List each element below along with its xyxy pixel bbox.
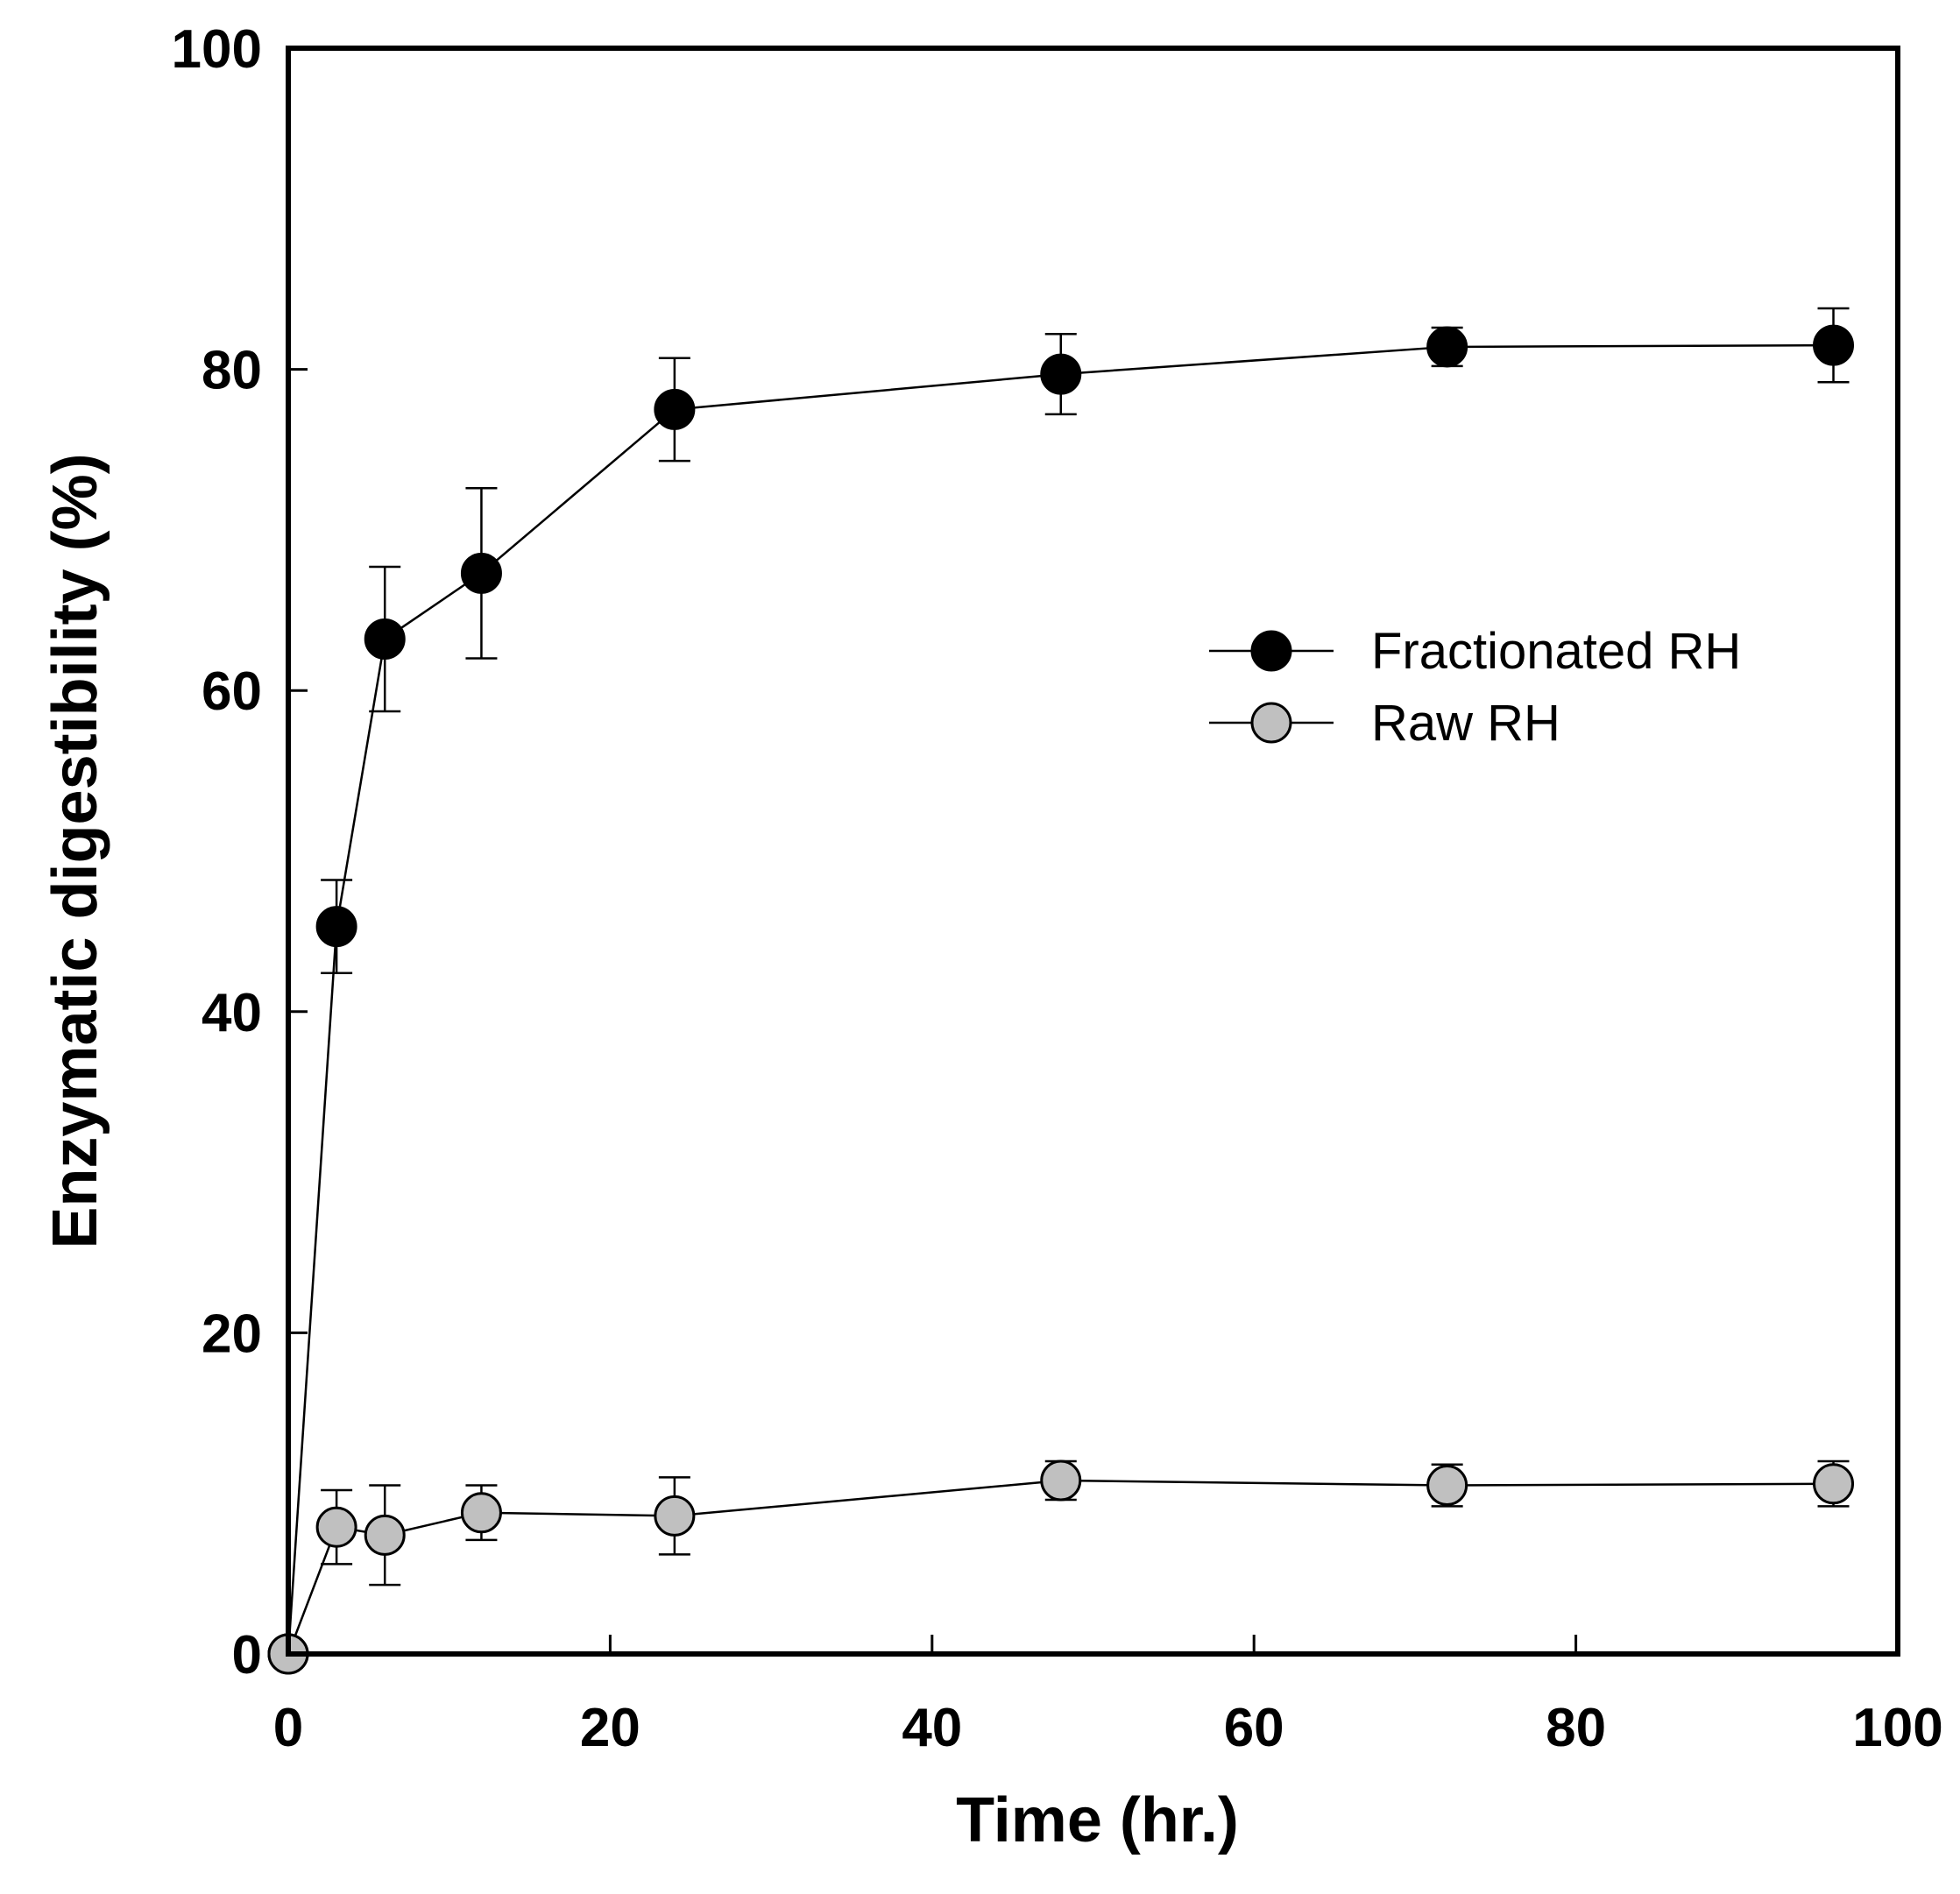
y-tick-label: 0 — [232, 1625, 262, 1686]
legend: Fractionated RH Raw RH — [1209, 623, 1741, 752]
data-point-fractionated-rh — [315, 906, 357, 948]
y-tick-label: 100 — [172, 19, 262, 80]
data-point-raw-rh — [460, 1492, 502, 1534]
x-tick-label: 60 — [1224, 1698, 1284, 1758]
data-point-raw-rh — [1040, 1459, 1082, 1502]
series-line-fractionated-rh — [287, 343, 1834, 1655]
legend-marker-fractionated-rh — [1250, 630, 1292, 672]
data-point-raw-rh — [1813, 1463, 1855, 1505]
data-point-raw-rh — [1426, 1465, 1468, 1507]
x-axis-ticks: 0 20 40 60 80 100 — [273, 1635, 1943, 1758]
data-point-raw-rh — [654, 1495, 696, 1537]
y-axis-title: Enzymatic digestibility (%) — [40, 453, 110, 1248]
legend-marker-raw-rh — [1250, 702, 1292, 744]
legend-label-raw-rh: Raw RH — [1371, 695, 1560, 752]
x-tick-label: 40 — [902, 1698, 962, 1758]
y-tick-label: 80 — [202, 341, 262, 401]
plot-frame — [286, 46, 1900, 1657]
x-tick-label: 100 — [1852, 1698, 1942, 1758]
data-point-fractionated-rh — [654, 388, 696, 430]
x-tick-label: 0 — [273, 1698, 303, 1758]
data-point-fractionated-rh — [1426, 326, 1468, 368]
y-tick-label: 40 — [202, 983, 262, 1043]
x-axis-title: Time (hr.) — [956, 1785, 1239, 1855]
data-point-raw-rh — [364, 1514, 406, 1556]
y-tick-label: 20 — [202, 1304, 262, 1364]
y-tick-label: 60 — [202, 661, 262, 722]
x-tick-label: 20 — [580, 1698, 640, 1758]
data-point-raw-rh — [315, 1506, 357, 1548]
legend-label-fractionated-rh: Fractionated RH — [1371, 623, 1741, 680]
y-axis-ticks: 0 20 40 60 80 100 — [172, 19, 308, 1686]
x-tick-label: 80 — [1546, 1698, 1606, 1758]
data-point-fractionated-rh — [460, 552, 502, 594]
data-point-fractionated-rh — [1813, 324, 1855, 366]
data-point-fractionated-rh — [1040, 353, 1082, 395]
data-point-fractionated-rh — [364, 618, 406, 661]
